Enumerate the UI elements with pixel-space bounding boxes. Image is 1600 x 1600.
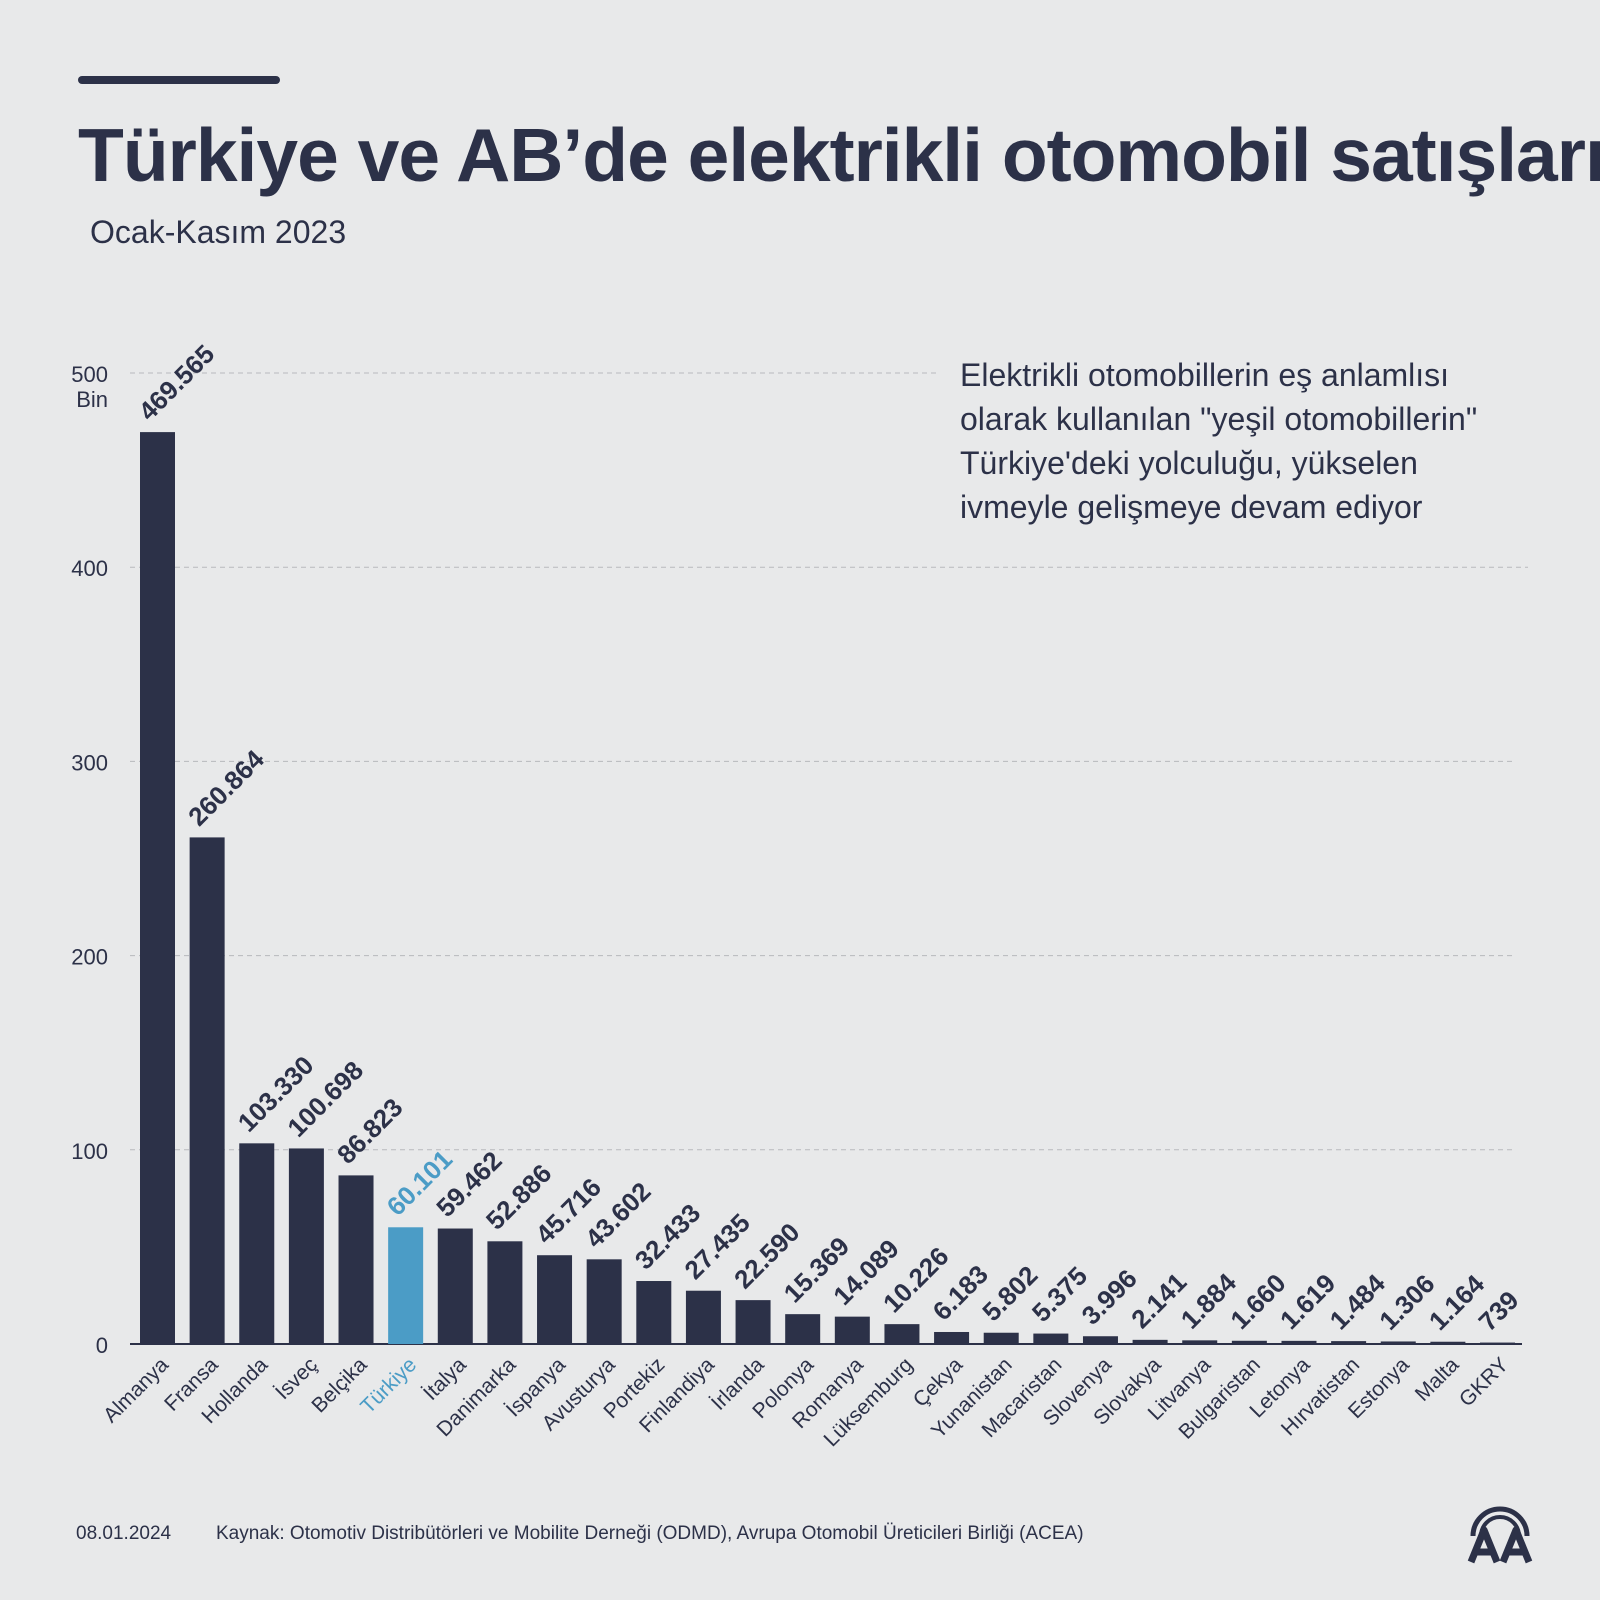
bar <box>1331 1341 1367 1344</box>
note-line: Elektrikli otomobillerin eş anlamlısı <box>960 357 1450 393</box>
bar <box>1082 1336 1118 1344</box>
note-line: olarak kullanılan "yeşil otomobillerin" <box>960 401 1478 437</box>
y-tick-label: 100 <box>71 1139 108 1164</box>
data-label: 1.484 <box>1324 1268 1392 1336</box>
bar <box>189 837 225 1344</box>
bar <box>537 1255 573 1344</box>
data-label: 5.802 <box>976 1260 1043 1327</box>
data-label: 1.619 <box>1274 1268 1341 1335</box>
data-label: 1.660 <box>1224 1268 1291 1335</box>
bar <box>785 1314 821 1344</box>
y-tick-label: 400 <box>71 556 108 581</box>
bar <box>685 1290 721 1344</box>
accent-rule <box>78 76 280 84</box>
publish-date: 08.01.2024 <box>76 1523 172 1544</box>
data-label: 86.823 <box>331 1092 408 1169</box>
data-label: 1.306 <box>1373 1268 1440 1335</box>
y-tick-label: 300 <box>71 750 108 775</box>
data-label: 260.864 <box>182 744 270 832</box>
data-label: 469.565 <box>133 339 221 427</box>
x-tick-label: GKRY <box>1455 1353 1513 1411</box>
y-tick-label: 200 <box>71 945 108 970</box>
note-line: ivmeyle gelişmeye devam ediyor <box>960 489 1423 525</box>
bar <box>1182 1340 1218 1344</box>
y-tick-label: 0 <box>96 1333 108 1358</box>
data-label: 1.164 <box>1423 1268 1491 1336</box>
bar <box>288 1148 324 1344</box>
x-tick-label: Almanya <box>99 1353 173 1427</box>
bar <box>735 1300 771 1344</box>
bar <box>636 1281 672 1344</box>
bar <box>338 1175 374 1344</box>
bar <box>388 1227 424 1344</box>
bar <box>983 1332 1019 1344</box>
bar <box>437 1228 473 1344</box>
page-subtitle: Ocak-Kasım 2023 <box>90 214 347 250</box>
y-tick-label: 500 <box>71 362 108 387</box>
bar <box>1281 1340 1317 1344</box>
bar <box>834 1316 870 1344</box>
bar <box>934 1331 970 1344</box>
source-text: Kaynak: Otomotiv Distribütörleri ve Mobi… <box>216 1523 1084 1544</box>
bar <box>239 1143 275 1344</box>
aa-logo-icon <box>1467 1506 1533 1564</box>
bar <box>140 432 175 1345</box>
note-line: Türkiye'deki yolculuğu, yükselen <box>960 445 1418 481</box>
bar <box>586 1259 622 1344</box>
bar <box>1380 1341 1416 1344</box>
y-unit-label: Bin <box>76 387 108 412</box>
bar <box>1480 1342 1516 1345</box>
bar <box>1033 1333 1069 1344</box>
data-label: 1.884 <box>1175 1267 1243 1335</box>
bar <box>1132 1339 1168 1344</box>
bar <box>487 1241 523 1344</box>
bar <box>884 1324 920 1344</box>
annotation-note: Elektrikli otomobillerin eş anlamlısı ol… <box>960 353 1560 529</box>
x-tick-label: Türkiye <box>356 1353 421 1418</box>
page-title: Türkiye ve AB’de elektrikli otomobil sat… <box>78 113 1600 197</box>
x-tick-label: Malta <box>1411 1353 1464 1406</box>
bar <box>1430 1341 1466 1344</box>
bar <box>1231 1340 1267 1344</box>
